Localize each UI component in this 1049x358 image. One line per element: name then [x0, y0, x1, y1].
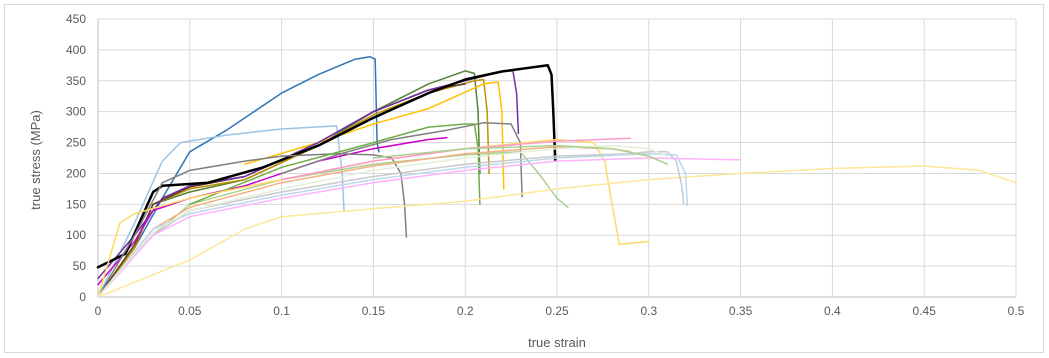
- x-tick-label: 0.25: [545, 304, 569, 318]
- y-tick-label: 150: [66, 197, 86, 211]
- y-tick-label: 50: [73, 259, 87, 273]
- x-tick-label: 0.45: [913, 304, 937, 318]
- series-line-9: [96, 64, 557, 269]
- series-line-22: [372, 144, 668, 165]
- x-tick-label: 0.1: [273, 304, 290, 318]
- series-line-3: [97, 70, 481, 298]
- y-tick-label: 0: [79, 290, 86, 304]
- series-line-19: [97, 157, 742, 298]
- y-tick-label: 300: [66, 105, 86, 119]
- series-group: [96, 55, 1017, 298]
- y-tick-label: 200: [66, 166, 86, 180]
- chart-frame: [4, 4, 1044, 353]
- x-tick-label: 0.15: [362, 304, 386, 318]
- series-line-11: [280, 122, 523, 198]
- series-line-2: [97, 125, 345, 298]
- x-tick-label: 0: [95, 304, 102, 318]
- series-line-13: [189, 123, 481, 206]
- x-tick-label: 0.5: [1008, 304, 1025, 318]
- x-tick-labels: 0 0.05 0.1 0.15 0.2 0.25 0.3 0.35 0.4 0.45 0.5: [95, 304, 1025, 318]
- y-tick-label: 250: [66, 136, 86, 150]
- y-tick-labels: 0 50 100 150 200 250 300 350 400 450: [66, 12, 86, 304]
- series-line-6: [244, 81, 505, 190]
- x-tick-label: 0.4: [824, 304, 841, 318]
- y-tick-label: 100: [66, 228, 86, 242]
- x-tick-label: 0.3: [640, 304, 657, 318]
- y-tick-label: 400: [66, 43, 86, 57]
- series-line-15: [97, 165, 1017, 298]
- x-tick-label: 0.35: [729, 304, 753, 318]
- x-axis-title: true strain: [528, 335, 586, 350]
- series-line-21: [97, 144, 668, 298]
- y-tick-label: 350: [66, 74, 86, 88]
- series-line-7: [97, 70, 520, 280]
- x-tick-label: 0.2: [457, 304, 474, 318]
- series-line-18: [97, 152, 689, 298]
- x-tick-label: 0.05: [178, 304, 202, 318]
- y-tick-label: 450: [66, 12, 86, 26]
- y-axis-title: true stress (MPa): [28, 110, 43, 210]
- gridlines: [97, 18, 1017, 298]
- series-line-8: [97, 136, 448, 286]
